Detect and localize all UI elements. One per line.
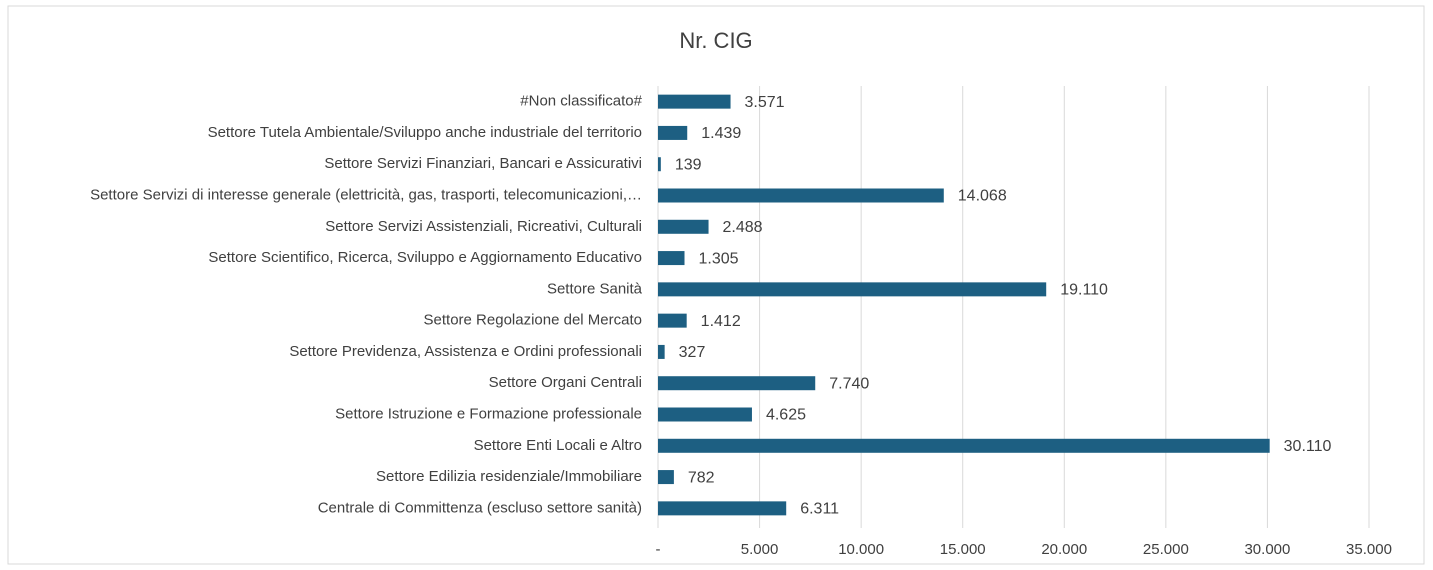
bar (658, 313, 687, 328)
bar (658, 251, 685, 266)
bar (658, 376, 816, 391)
y-tick-label: Settore Scientifico, Ricerca, Sviluppo e… (208, 249, 642, 266)
x-tick-label: 35.000 (1346, 541, 1392, 558)
bar (658, 470, 674, 485)
y-tick-label: Settore Tutela Ambientale/Sviluppo anche… (208, 124, 642, 141)
y-tick-label: Settore Servizi di interesse generale (e… (90, 186, 642, 203)
value-label: 3.571 (745, 94, 785, 111)
value-label: 2.488 (723, 219, 763, 236)
y-tick-label: Settore Enti Locali e Altro (474, 437, 642, 454)
y-tick-label: Settore Regolazione del Mercato (424, 312, 642, 329)
bar (658, 501, 787, 516)
x-tick-label: 5.000 (741, 541, 779, 558)
bar (658, 188, 944, 203)
y-tick-label: Settore Servizi Assistenziali, Ricreativ… (325, 218, 642, 235)
y-tick-label: #Non classificato# (520, 93, 642, 110)
bar (658, 344, 665, 359)
value-label: 327 (679, 344, 706, 361)
y-tick-label: Centrale di Committenza (escluso settore… (318, 499, 642, 516)
y-tick-label: Settore Previdenza, Assistenza e Ordini … (289, 343, 642, 360)
value-label: 19.110 (1060, 282, 1108, 299)
x-tick-label: 10.000 (838, 541, 884, 558)
value-label: 1.412 (701, 313, 741, 330)
value-label: 6.311 (800, 501, 839, 518)
value-label: 1.305 (699, 250, 739, 267)
y-tick-label: Settore Edilizia residenziale/Immobiliar… (376, 468, 642, 485)
value-label: 14.068 (958, 188, 1007, 205)
bar (658, 125, 688, 140)
bar (658, 94, 731, 109)
x-tick-label: 15.000 (940, 541, 986, 558)
value-label: 1.439 (701, 125, 741, 142)
value-label: 30.110 (1284, 438, 1332, 455)
value-label: 7.740 (829, 375, 869, 392)
y-tick-label: Settore Organi Centrali (489, 374, 642, 391)
x-tick-label: - (656, 541, 661, 558)
value-label: 782 (688, 469, 715, 486)
bar (658, 282, 1047, 297)
value-label: 4.625 (766, 407, 806, 424)
bar (658, 407, 752, 422)
chart-title: Nr. CIG (679, 28, 752, 53)
bar (658, 157, 661, 172)
y-tick-label: Settore Sanità (547, 280, 643, 297)
y-tick-label: Settore Istruzione e Formazione professi… (335, 405, 642, 422)
bar (658, 438, 1270, 453)
bar (658, 219, 709, 234)
value-label: 139 (675, 156, 702, 173)
x-tick-label: 30.000 (1244, 541, 1290, 558)
x-tick-label: 20.000 (1041, 541, 1087, 558)
x-tick-label: 25.000 (1143, 541, 1189, 558)
y-tick-label: Settore Servizi Finanziari, Bancari e As… (324, 155, 642, 172)
